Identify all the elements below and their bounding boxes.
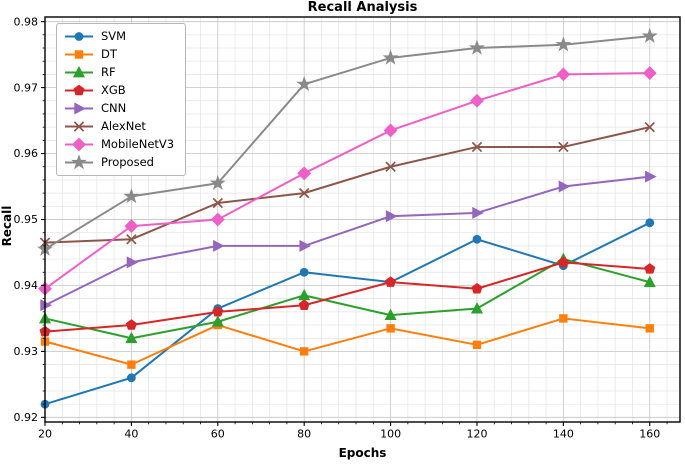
legend-item-mobilenetv3: MobileNetV3 (64, 137, 174, 152)
legend-item-dt: DT (64, 47, 174, 62)
x-tick-label: 140 (553, 428, 574, 441)
chart-legend: SVM DT RF XGB CNN AlexNet MobileNetV3 Proposed (56, 23, 187, 177)
legend-label: RF (101, 65, 116, 80)
x-axis-label: Epochs (338, 446, 387, 460)
x-tick-label: 40 (124, 428, 138, 441)
legend-marker-rf (65, 66, 93, 78)
legend-item-proposed: Proposed (64, 155, 174, 170)
legend-marker-xgb (65, 84, 93, 96)
y-tick-label: 0.96 (14, 147, 39, 160)
legend-item-xgb: XGB (64, 83, 174, 98)
legend-marker-proposed (65, 155, 93, 170)
legend-label: SVM (101, 29, 127, 44)
legend-label: AlexNet (101, 119, 146, 134)
legend-label: DT (101, 47, 117, 62)
y-tick-label: 0.98 (14, 15, 39, 28)
legend-marker-alexnet (65, 121, 93, 132)
y-tick-label: 0.97 (14, 81, 39, 94)
y-tick-label: 0.94 (14, 279, 39, 292)
legend-item-rf: RF (64, 65, 174, 80)
x-tick-label: 100 (380, 428, 401, 441)
legend-label: MobileNetV3 (101, 137, 175, 152)
y-tick-label: 0.92 (14, 411, 39, 424)
legend-item-alexnet: AlexNet (64, 119, 174, 134)
legend-item-cnn: CNN (64, 101, 174, 116)
legend-marker-svm (65, 32, 93, 42)
y-axis-label: Recall (0, 205, 14, 247)
legend-label: CNN (101, 101, 127, 116)
legend-label: XGB (101, 83, 126, 98)
x-tick-label: 60 (211, 428, 225, 441)
x-tick-label: 80 (297, 428, 311, 441)
chart-title: Recall Analysis (307, 0, 418, 15)
legend-label: Proposed (101, 155, 154, 170)
legend-marker-dt (65, 50, 93, 59)
x-tick-label: 120 (466, 428, 487, 441)
y-tick-label: 0.93 (14, 345, 39, 358)
legend-marker-mobilenetv3 (65, 137, 93, 152)
x-tick-label: 20 (38, 428, 52, 441)
legend-item-svm: SVM (64, 29, 174, 44)
y-tick-label: 0.95 (14, 213, 39, 226)
x-tick-label: 160 (639, 428, 660, 441)
legend-marker-cnn (65, 102, 93, 115)
